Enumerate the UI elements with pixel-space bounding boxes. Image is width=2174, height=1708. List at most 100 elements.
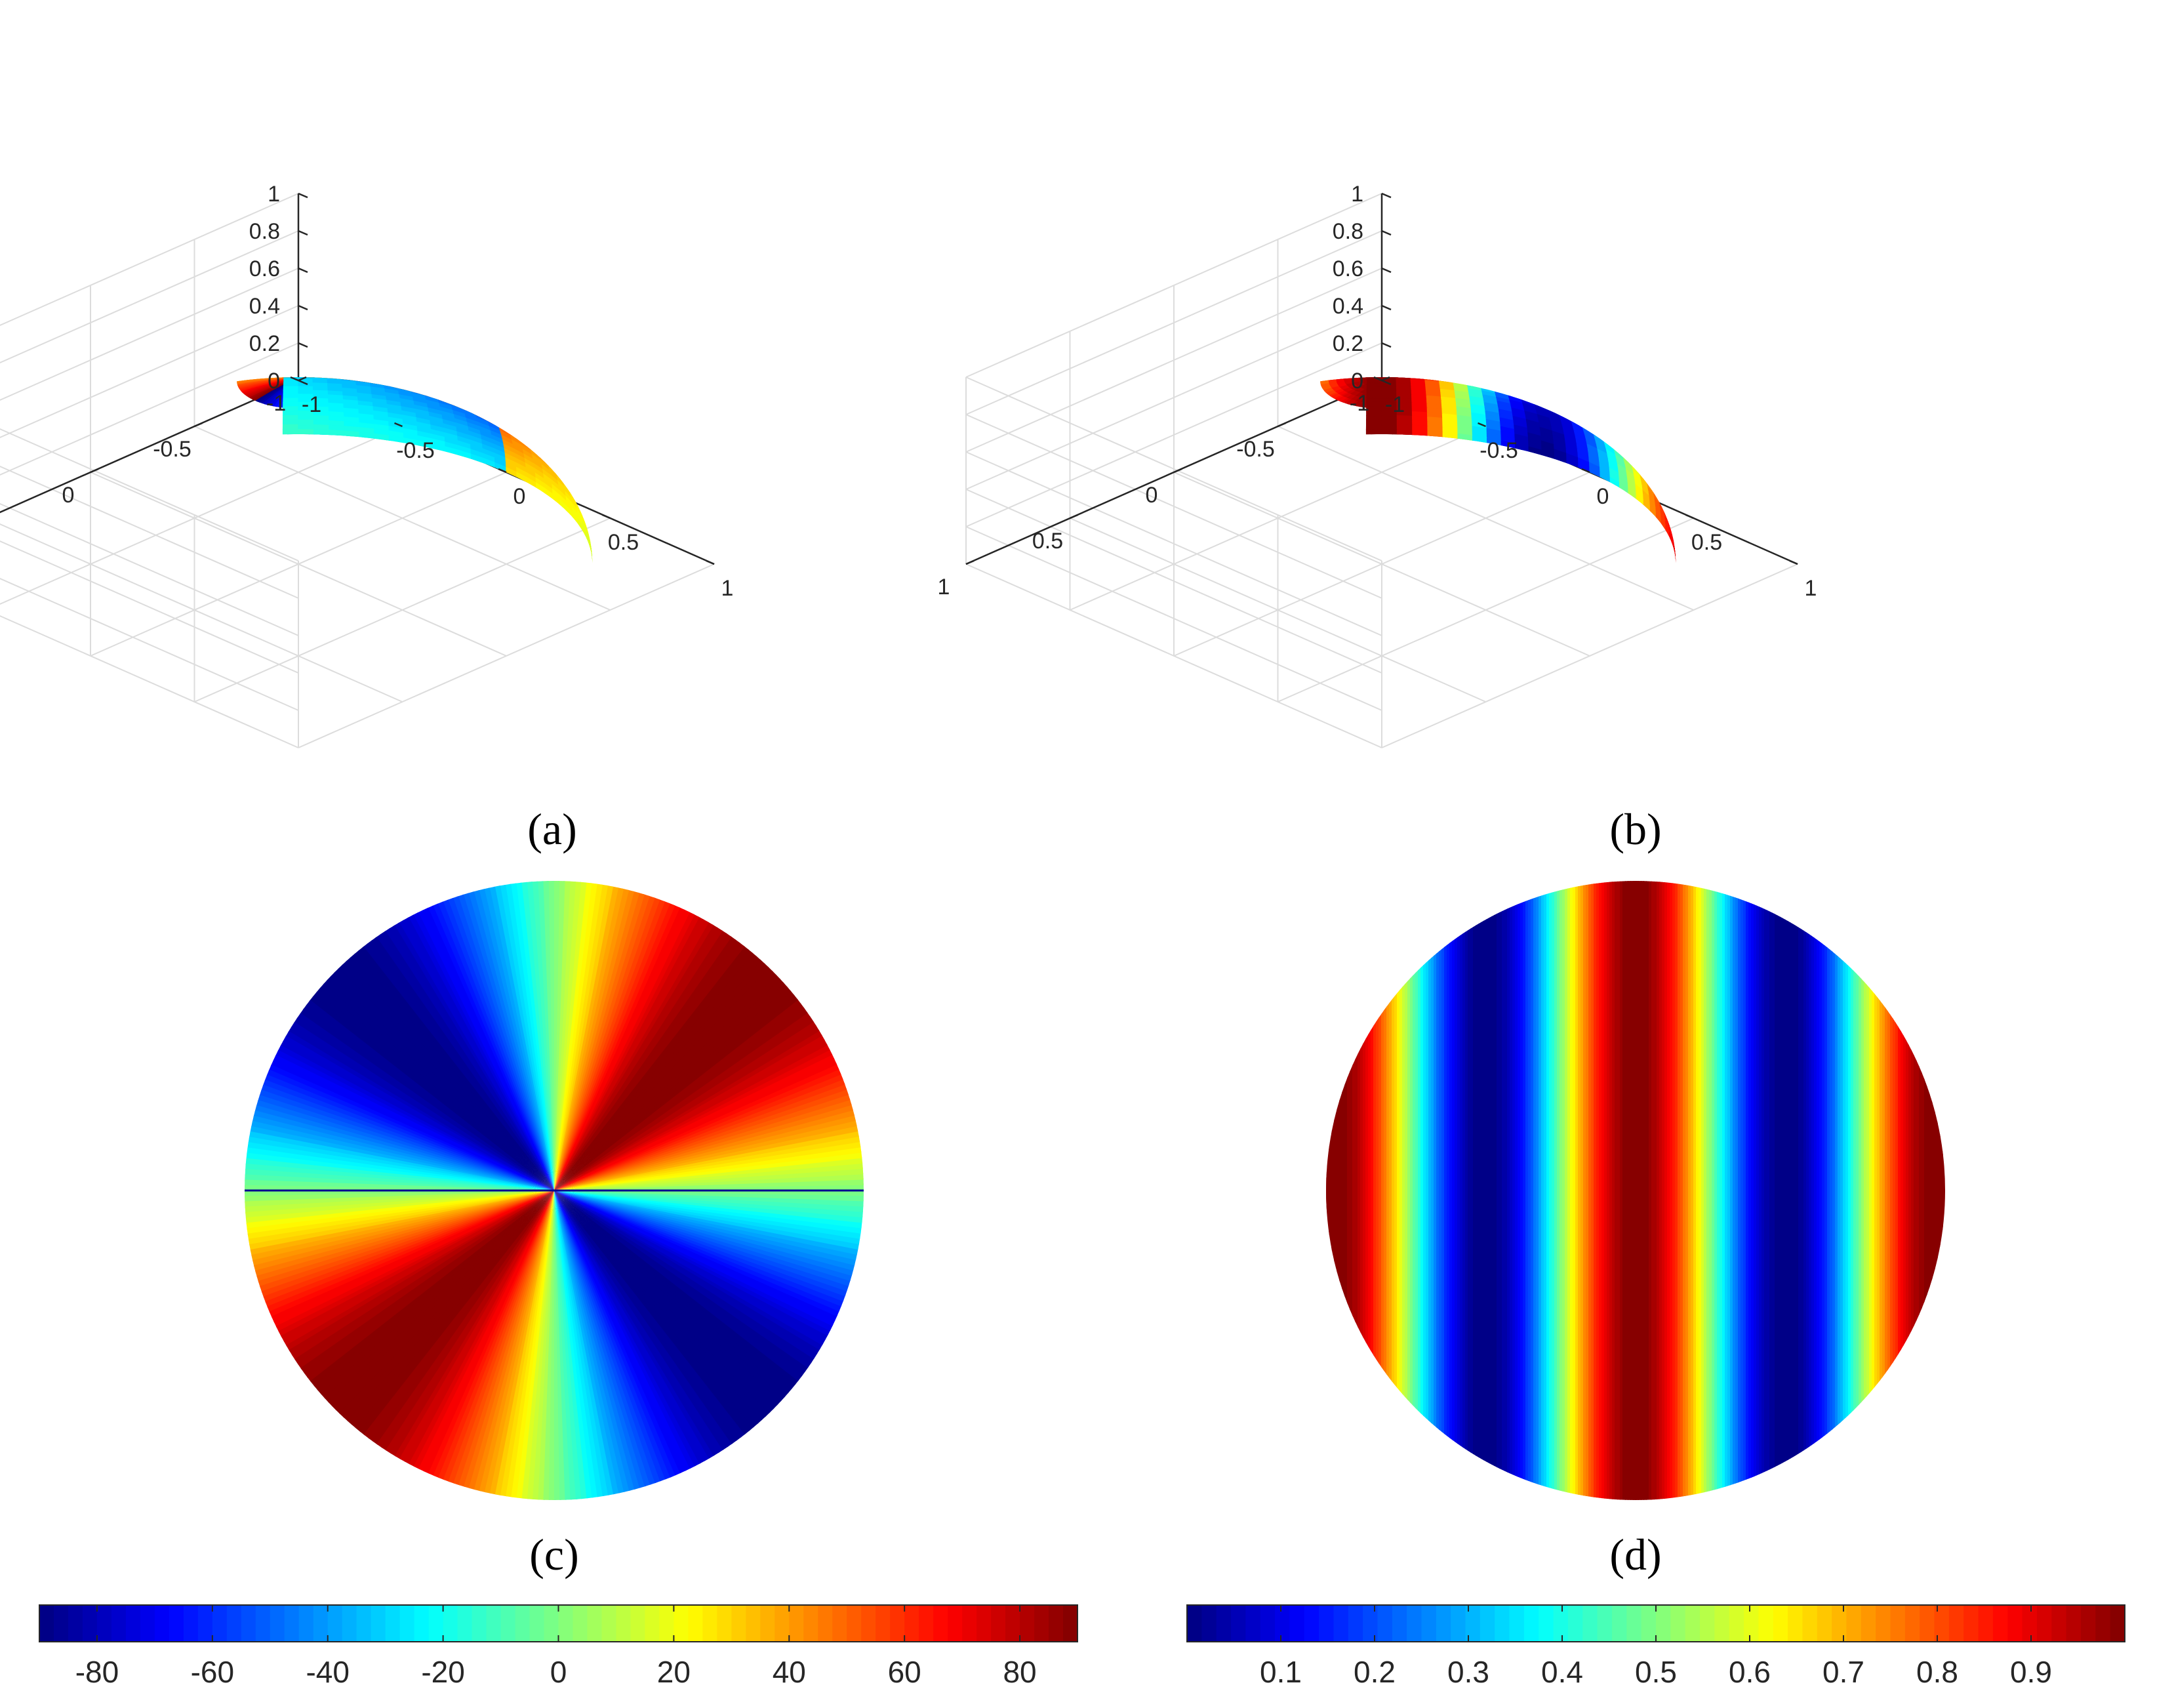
surface-cell [1379, 367, 1380, 371]
surface-cell [420, 360, 433, 365]
surface-cell [416, 542, 432, 552]
surface-cell [361, 370, 370, 371]
surface-cell [336, 362, 344, 365]
surface-cell [486, 390, 498, 399]
surface-cell [404, 377, 420, 380]
surface-cell [386, 633, 401, 641]
surface-cell [525, 516, 535, 527]
surface-cell [313, 344, 320, 346]
surface-cell [462, 381, 473, 388]
surface-cell [568, 474, 575, 485]
surface-cell [410, 474, 423, 483]
surface-cell [1389, 365, 1393, 369]
surface-cell [367, 348, 377, 350]
surface-cell [378, 377, 388, 378]
z-tick [298, 267, 308, 274]
surface-cell [1396, 374, 1403, 375]
surface-cell [359, 344, 369, 346]
surface-cell [298, 340, 305, 342]
surface-cell [285, 577, 298, 583]
surface-cell [312, 338, 320, 340]
surface-cell [402, 647, 416, 655]
surface-cell [318, 349, 324, 352]
surface-cell [405, 365, 414, 368]
surface-cell [445, 367, 456, 373]
surface-cell [283, 636, 298, 641]
surface-cell [298, 674, 313, 679]
surface-cell [375, 348, 388, 351]
surface-cell [393, 591, 408, 599]
surface-cell [463, 377, 475, 384]
surface-cell [320, 340, 332, 342]
surface-cell [586, 558, 591, 564]
surface-cell [416, 516, 431, 526]
surface-cell [280, 361, 285, 363]
surface-cell [454, 622, 467, 632]
surface-cell [417, 356, 429, 361]
surface-cell [1399, 370, 1407, 372]
surface-cell [313, 337, 322, 338]
surface-cell [349, 354, 363, 357]
surface-cell [315, 358, 320, 361]
surface-cell [540, 589, 549, 600]
surface-cell [580, 532, 585, 546]
surface-cell [337, 359, 344, 361]
surface-cell [415, 377, 427, 380]
surface-cell [417, 579, 431, 588]
surface-cell [399, 369, 408, 372]
surface-cell [310, 348, 315, 350]
surface-cell [468, 390, 479, 399]
surface-cell [346, 340, 355, 341]
surface-cell [298, 377, 306, 378]
surface-cell [1373, 368, 1377, 371]
surface-cell [363, 348, 372, 350]
surface-cell [367, 534, 381, 543]
surface-cell [298, 595, 312, 601]
surface-cell [280, 371, 287, 373]
surface-cell [341, 343, 350, 345]
surface-cell [460, 377, 473, 381]
surface-cell [1369, 369, 1375, 371]
surface-cell [520, 416, 529, 426]
surface-cell [298, 341, 310, 342]
surface-cell [397, 350, 409, 354]
surface-cell [303, 368, 306, 371]
surface-cell [506, 636, 517, 646]
surface-cell [303, 365, 306, 368]
surface-cell [327, 611, 341, 618]
surface-cell [371, 366, 379, 368]
surface-cell [405, 359, 418, 363]
surface-cell [559, 543, 567, 557]
surface-cell [472, 384, 485, 393]
surface-cell [286, 365, 291, 369]
surface-cell [306, 348, 312, 350]
surface-cell [526, 626, 536, 636]
surface-cell [306, 359, 310, 362]
surface-cell [321, 465, 331, 472]
surface-cell [331, 363, 338, 366]
surface-cell [445, 653, 458, 661]
surface-cell [577, 583, 582, 595]
surface-cell [388, 644, 403, 652]
surface-cell [503, 615, 514, 625]
surface-cell [1371, 369, 1376, 372]
surface-cell [542, 448, 552, 459]
surface-cell [388, 363, 402, 368]
surface-cell [358, 648, 373, 655]
surface-cell [363, 359, 377, 363]
surface-cell [399, 377, 409, 382]
surface-cell [433, 367, 443, 371]
surface-cell [387, 364, 396, 367]
surface-cell [545, 624, 553, 635]
surface-cell [457, 379, 468, 386]
surface-cell [1409, 371, 1417, 373]
surface-cell [494, 641, 506, 651]
surface-cell [284, 613, 298, 619]
surface-cell [1364, 367, 1369, 369]
surface-cell [421, 553, 436, 563]
surface-cell [515, 411, 526, 420]
surface-cell [285, 546, 299, 554]
surface-cell [431, 651, 445, 660]
surface-cell [378, 352, 388, 354]
surface-cell [319, 516, 332, 524]
